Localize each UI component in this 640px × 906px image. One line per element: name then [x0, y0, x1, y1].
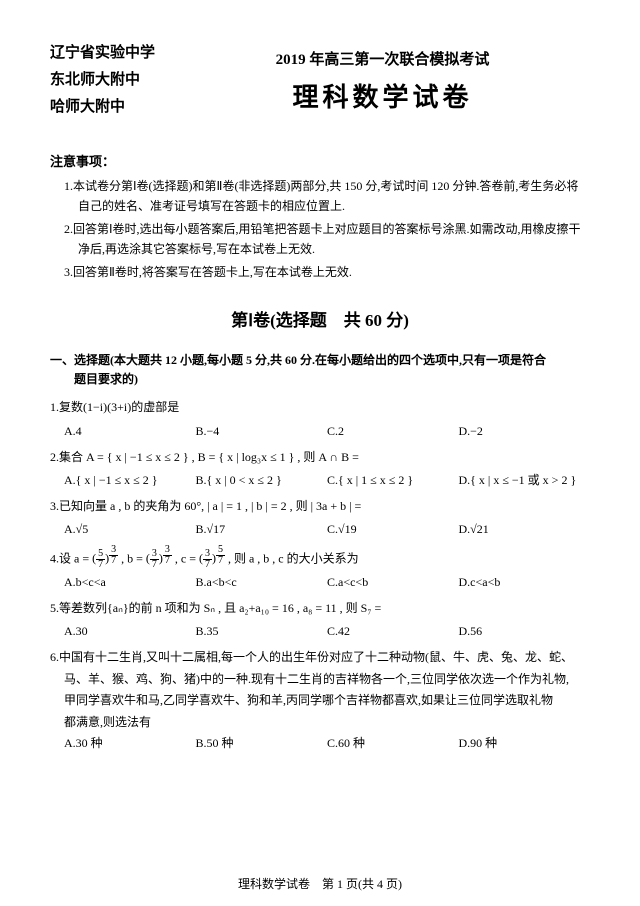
option-d: D.90 种 [459, 733, 591, 755]
school-1: 辽宁省实验中学 [50, 40, 155, 67]
page-footer: 理科数学试卷 第 1 页(共 4 页) [0, 875, 640, 892]
option-d: D.−2 [459, 421, 591, 443]
option-a: A.{ x | −1 ≤ x ≤ 2 } [64, 470, 196, 492]
option-b: B.√17 [196, 519, 328, 541]
notice-item: 3.回答第Ⅱ卷时,将答案写在答题卡上,写在本试卷上无效. [64, 262, 590, 282]
exam-title: 理科数学试卷 [175, 77, 590, 114]
option-c: C.42 [327, 621, 459, 643]
q2-stem: 2.集合 A = { x | −1 ≤ x ≤ 2 } , B = { x | … [50, 447, 590, 469]
q3-options: A.√5 B.√17 C.√19 D.√21 [50, 519, 590, 541]
school-list: 辽宁省实验中学 东北师大附中 哈师大附中 [50, 40, 155, 121]
header: 辽宁省实验中学 东北师大附中 哈师大附中 2019 年高三第一次联合模拟考试 理… [50, 40, 590, 121]
q4-options: A.b<c<a B.a<b<c C.a<c<b D.c<a<b [50, 572, 590, 594]
q5-options: A.30 B.35 C.42 D.56 [50, 621, 590, 643]
option-b: B.−4 [196, 421, 328, 443]
q4-mid1: , b = [118, 551, 146, 565]
q4-pre: 4.设 a = [50, 551, 92, 565]
question-2: 2.集合 A = { x | −1 ≤ x ≤ 2 } , B = { x | … [50, 447, 590, 492]
option-a: A.b<c<a [64, 572, 196, 594]
q6-line2: 马、羊、猴、鸡、狗、猪)中的一种.现有十二生肖的吉祥物各一个,三位同学依次选一个… [50, 669, 590, 691]
section-label: 一、选择题(本大题共 12 小题,每小题 5 分,共 60 分.在每小题给出的四… [50, 351, 590, 389]
notice-label: 注意事项： [50, 151, 590, 170]
q6-options: A.30 种 B.50 种 C.60 种 D.90 种 [50, 733, 590, 755]
option-b: B.{ x | 0 < x ≤ 2 } [196, 470, 328, 492]
option-b: B.35 [196, 621, 328, 643]
q5-stem: 5.等差数列{aₙ}的前 n 项和为 Sₙ , 且 a₂+a₁₀ = 16 , … [50, 598, 590, 620]
option-b: B.50 种 [196, 733, 328, 755]
notice-list: 1.本试卷分第Ⅰ卷(选择题)和第Ⅱ卷(非选择题)两部分,共 150 分,考试时间… [50, 176, 590, 282]
school-2: 东北师大附中 [50, 67, 155, 94]
option-a: A.√5 [64, 519, 196, 541]
question-1: 1.复数(1−i)(3+i)的虚部是 A.4 B.−4 C.2 D.−2 [50, 397, 590, 442]
option-b: B.a<b<c [196, 572, 328, 594]
option-c: C.2 [327, 421, 459, 443]
q4-stem: 4.设 a = (57)37 , b = (37)37 , c = (37)57… [50, 545, 590, 570]
notice-item: 1.本试卷分第Ⅰ卷(选择题)和第Ⅱ卷(非选择题)两部分,共 150 分,考试时间… [64, 176, 590, 217]
section-label-line2: 题目要求的) [50, 372, 138, 386]
q6-line1: 6.中国有十二生肖,又叫十二属相,每一个人的出生年份对应了十二种动物(鼠、牛、虎… [50, 647, 590, 669]
notice-item: 2.回答第Ⅰ卷时,选出每小题答案后,用铅笔把答题卡上对应题目的答案标号涂黑.如需… [64, 219, 590, 260]
q1-options: A.4 B.−4 C.2 D.−2 [50, 421, 590, 443]
option-a: A.30 种 [64, 733, 196, 755]
q1-stem: 1.复数(1−i)(3+i)的虚部是 [50, 397, 590, 419]
option-d: D.√21 [459, 519, 591, 541]
question-5: 5.等差数列{aₙ}的前 n 项和为 Sₙ , 且 a₂+a₁₀ = 16 , … [50, 598, 590, 643]
option-d: D.56 [459, 621, 591, 643]
q4-mid2: , c = [172, 551, 199, 565]
q2-options: A.{ x | −1 ≤ x ≤ 2 } B.{ x | 0 < x ≤ 2 }… [50, 470, 590, 492]
option-a: A.4 [64, 421, 196, 443]
question-4: 4.设 a = (57)37 , b = (37)37 , c = (37)57… [50, 545, 590, 594]
exam-page: 辽宁省实验中学 东北师大附中 哈师大附中 2019 年高三第一次联合模拟考试 理… [0, 0, 640, 906]
title-block: 2019 年高三第一次联合模拟考试 理科数学试卷 [175, 40, 590, 121]
question-3: 3.已知向量 a , b 的夹角为 60°, | a | = 1 , | b |… [50, 496, 590, 541]
option-c: C.√19 [327, 519, 459, 541]
q3-stem: 3.已知向量 a , b 的夹角为 60°, | a | = 1 , | b |… [50, 496, 590, 518]
question-6: 6.中国有十二生肖,又叫十二属相,每一个人的出生年份对应了十二种动物(鼠、牛、虎… [50, 647, 590, 755]
option-a: A.30 [64, 621, 196, 643]
school-3: 哈师大附中 [50, 94, 155, 121]
q6-line4: 都满意,则选法有 [50, 712, 590, 734]
option-c: C.{ x | 1 ≤ x ≤ 2 } [327, 470, 459, 492]
option-d: D.{ x | x ≤ −1 或 x > 2 } [459, 470, 591, 492]
option-c: C.60 种 [327, 733, 459, 755]
exam-subtitle: 2019 年高三第一次联合模拟考试 [175, 48, 590, 69]
section-label-line1: 一、选择题(本大题共 12 小题,每小题 5 分,共 60 分.在每小题给出的四… [50, 353, 546, 367]
q6-line3: 甲同学喜欢牛和马,乙同学喜欢牛、狗和羊,丙同学哪个吉祥物都喜欢,如果让三位同学选… [50, 690, 590, 712]
part-title: 第Ⅰ卷(选择题 共 60 分) [50, 306, 590, 331]
q4-post: , 则 a , b , c 的大小关系为 [225, 551, 359, 565]
option-d: D.c<a<b [459, 572, 591, 594]
option-c: C.a<c<b [327, 572, 459, 594]
